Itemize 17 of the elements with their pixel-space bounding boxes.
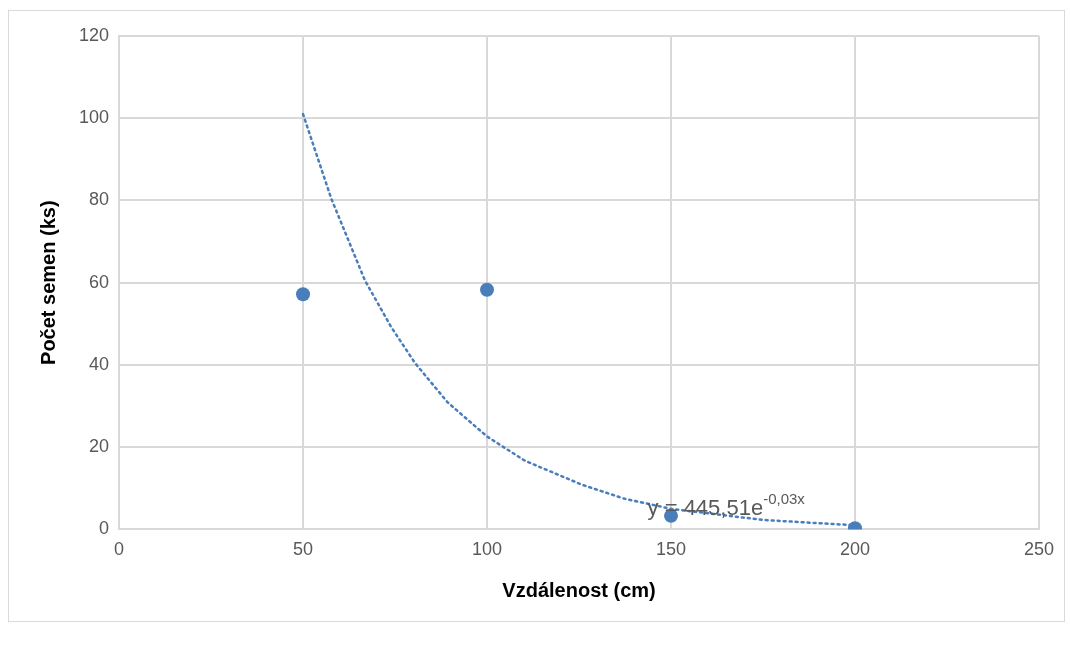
point	[296, 287, 311, 302]
y-tick-label: 60	[89, 271, 110, 292]
y-axis-title: Počet semen (ks)	[36, 200, 59, 365]
x-tick-label: 50	[293, 539, 314, 560]
y-tick-label: 80	[89, 189, 110, 210]
y-tick-label: 0	[99, 518, 110, 539]
y-tick-label: 40	[89, 353, 110, 374]
x-tick-label: 0	[114, 539, 125, 560]
x-tick-label: 150	[655, 539, 687, 560]
x-axis-title: Vzdálenost (cm)	[502, 578, 656, 601]
x-tick-label: 100	[471, 539, 503, 560]
y-tick-label: 120	[78, 24, 110, 45]
x-tick-label: 250	[1023, 539, 1055, 560]
x-tick-label: 200	[839, 539, 871, 560]
y-tick-label: 100	[78, 107, 110, 128]
y-tick-label: 20	[89, 436, 110, 457]
point	[480, 282, 495, 297]
